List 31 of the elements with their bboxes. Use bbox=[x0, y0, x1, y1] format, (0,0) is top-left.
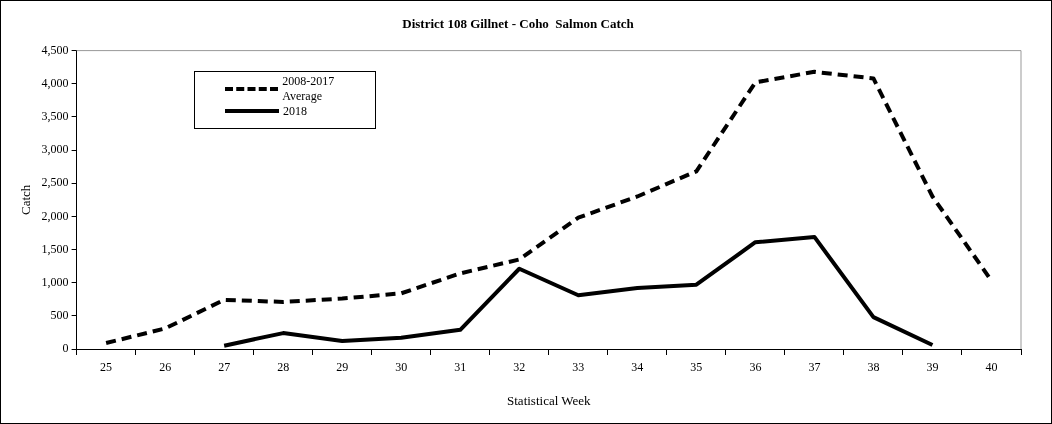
y-tick-label: 1,000 bbox=[41, 274, 69, 289]
y-tick-label: 3,500 bbox=[41, 109, 69, 124]
x-tick-label: 26 bbox=[159, 360, 172, 375]
x-tick-label: 36 bbox=[749, 360, 762, 375]
x-tick-label: 37 bbox=[808, 360, 821, 375]
y-tick-label: 3,000 bbox=[41, 142, 69, 157]
x-tick-label: 31 bbox=[454, 360, 467, 375]
x-tick-label: 25 bbox=[100, 360, 113, 375]
y-tick-label: 1,500 bbox=[41, 241, 69, 256]
y-tick-label: 4,500 bbox=[41, 42, 69, 57]
y-tick-label: 0 bbox=[62, 341, 69, 356]
y-tick-label: 4,000 bbox=[41, 75, 69, 90]
x-tick-label: 27 bbox=[218, 360, 231, 375]
x-tick-label: 35 bbox=[690, 360, 703, 375]
x-axis-title: Statistical Week bbox=[507, 392, 592, 408]
x-tick-label: 33 bbox=[572, 360, 585, 375]
x-tick-label: 38 bbox=[867, 360, 880, 375]
x-tick-label: 34 bbox=[631, 360, 644, 375]
x-tick-label: 30 bbox=[395, 360, 408, 375]
chart-title: District 108 Gillnet - Coho Salmon Catch bbox=[402, 16, 635, 32]
legend-label: 2018 bbox=[283, 103, 307, 119]
y-tick-label: 2,500 bbox=[41, 175, 69, 190]
x-tick-label: 28 bbox=[277, 360, 290, 375]
x-tick-label: 39 bbox=[926, 360, 939, 375]
x-tick-label: 29 bbox=[336, 360, 349, 375]
y-axis-title: Catch bbox=[18, 184, 34, 215]
x-tick-label: 32 bbox=[513, 360, 526, 375]
x-tick-label: 40 bbox=[985, 360, 998, 375]
y-tick-label: 500 bbox=[50, 308, 69, 322]
y-tick-label: 2,000 bbox=[41, 208, 69, 223]
legend-label: 2008-2017 Average bbox=[282, 74, 336, 104]
